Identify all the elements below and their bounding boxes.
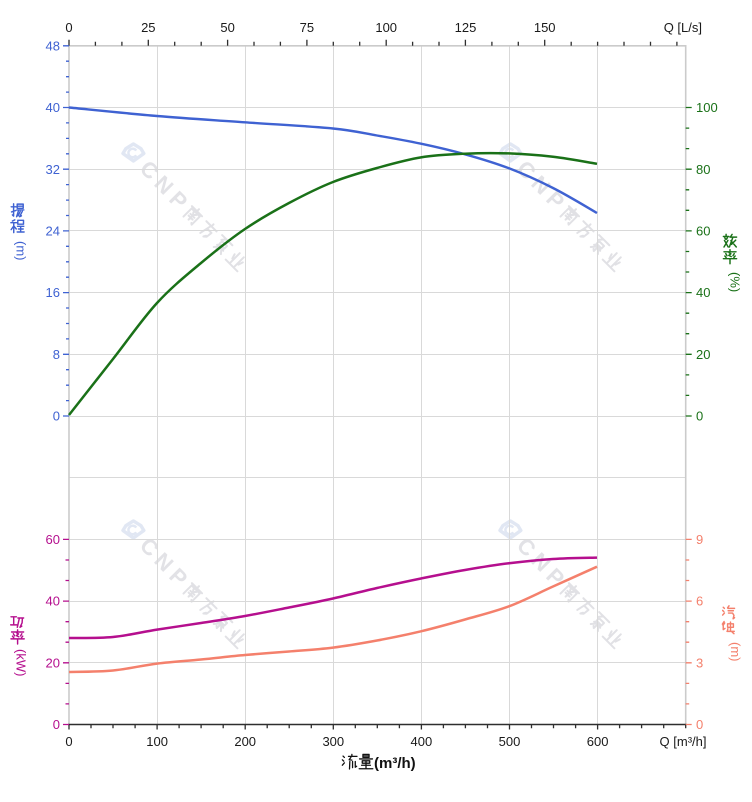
svg-text:32: 32 <box>46 162 60 177</box>
svg-text:0: 0 <box>65 734 72 749</box>
svg-text:100: 100 <box>696 100 718 115</box>
svg-text:(m³/h): (m³/h) <box>374 755 416 772</box>
svg-text:0: 0 <box>696 409 703 424</box>
svg-text:(kW): (kW) <box>14 649 29 676</box>
svg-text:50: 50 <box>220 20 234 35</box>
svg-text:40: 40 <box>46 594 60 609</box>
svg-text:200: 200 <box>234 734 256 749</box>
svg-text:40: 40 <box>46 100 60 115</box>
svg-text:3: 3 <box>696 655 703 670</box>
svg-text:6: 6 <box>696 594 703 609</box>
svg-text:60: 60 <box>46 532 60 547</box>
svg-text:20: 20 <box>696 347 710 362</box>
svg-text:60: 60 <box>696 224 710 239</box>
svg-text:24: 24 <box>46 224 60 239</box>
svg-text:75: 75 <box>300 20 314 35</box>
svg-text:0: 0 <box>53 409 60 424</box>
svg-text:600: 600 <box>587 734 609 749</box>
svg-text:Q [L/s]: Q [L/s] <box>664 20 702 35</box>
svg-text:9: 9 <box>696 532 703 547</box>
svg-text:48: 48 <box>46 38 60 53</box>
svg-text:150: 150 <box>534 20 556 35</box>
svg-text:40: 40 <box>696 285 710 300</box>
svg-text:300: 300 <box>322 734 344 749</box>
svg-text:(%): (%) <box>728 272 743 292</box>
svg-text:100: 100 <box>146 734 168 749</box>
svg-text:500: 500 <box>499 734 521 749</box>
svg-text:80: 80 <box>696 162 710 177</box>
svg-text:125: 125 <box>455 20 477 35</box>
svg-text:8: 8 <box>53 347 60 362</box>
svg-text:16: 16 <box>46 285 60 300</box>
svg-text:0: 0 <box>53 717 60 732</box>
svg-text:400: 400 <box>411 734 433 749</box>
svg-text:25: 25 <box>141 20 155 35</box>
svg-text:(m): (m) <box>14 241 29 261</box>
svg-text:(m): (m) <box>728 642 743 662</box>
svg-text:20: 20 <box>46 655 60 670</box>
svg-text:0: 0 <box>65 20 72 35</box>
svg-text:Q [m³/h]: Q [m³/h] <box>660 734 707 749</box>
svg-text:0: 0 <box>696 717 703 732</box>
svg-text:100: 100 <box>375 20 397 35</box>
